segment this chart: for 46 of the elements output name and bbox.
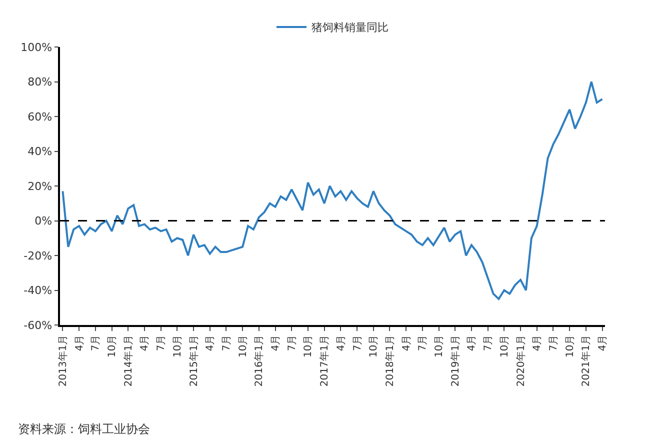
y-tick-label: 0% — [34, 214, 52, 228]
y-tick-label: 100% — [20, 40, 52, 54]
x-tick-label: 7月 — [548, 334, 560, 352]
x-tick-label: 2015年1月 — [188, 334, 200, 387]
x-tick-label: 10月 — [172, 334, 184, 358]
x-tick-label: 2013年1月 — [56, 334, 69, 387]
line-series — [62, 80, 604, 300]
y-tick-label: -20% — [24, 249, 52, 262]
y-tick-label: 20% — [28, 180, 52, 193]
x-tick-label: 2017年1月 — [318, 334, 331, 387]
x-tick-label: 4月 — [270, 334, 282, 352]
x-tick-label: 4月 — [336, 334, 347, 352]
x-tick-label: 10月 — [499, 334, 510, 358]
x-tick-label: 2018年1月 — [384, 334, 396, 387]
x-tick-label: 4月 — [466, 334, 478, 352]
x-tick-label: 7月 — [418, 334, 429, 352]
x-tick-label: 4月 — [598, 334, 609, 352]
x-tick-label: 7月 — [221, 334, 232, 352]
text: 资料来源：饲料工业协会 — [18, 422, 150, 436]
x-tick-label: 2019年1月 — [449, 334, 462, 387]
x-tick-label: 2016年1月 — [253, 334, 266, 387]
x-tick-label: 10月 — [368, 334, 380, 358]
y-tick-label: 40% — [28, 145, 52, 158]
x-tick-label: 7月 — [90, 334, 102, 352]
y-tick-label: -60% — [24, 318, 52, 332]
x-tick-label: 10月 — [107, 334, 118, 358]
x-tick-label: 7月 — [156, 334, 168, 352]
y-tick-label: 60% — [28, 110, 52, 124]
x-tick-label: 4月 — [74, 334, 86, 352]
x-tick-label: 2014年1月 — [122, 334, 134, 387]
x-tick-label: 2021年1月 — [580, 334, 592, 387]
x-tick-label: 4月 — [140, 334, 151, 352]
x-tick-label: 7月 — [352, 334, 364, 352]
legend-label: 猪饲料销量同比 — [312, 21, 388, 34]
x-tick-label: 10月 — [303, 334, 314, 358]
x-tick-label: 4月 — [205, 334, 216, 352]
x-tick-label: 10月 — [564, 334, 576, 358]
y-tick-label: 80% — [28, 76, 52, 89]
x-tick-label: 10月 — [434, 334, 446, 358]
x-tick-label: 4月 — [401, 334, 412, 352]
x-tick-label: 4月 — [532, 334, 544, 352]
x-tick-label: 7月 — [286, 334, 298, 352]
x-tick-label: 10月 — [238, 334, 249, 358]
x-tick-label: 2020年1月 — [514, 334, 527, 387]
x-tick-label: 7月 — [483, 334, 494, 352]
y-tick-label: -40% — [24, 284, 52, 298]
